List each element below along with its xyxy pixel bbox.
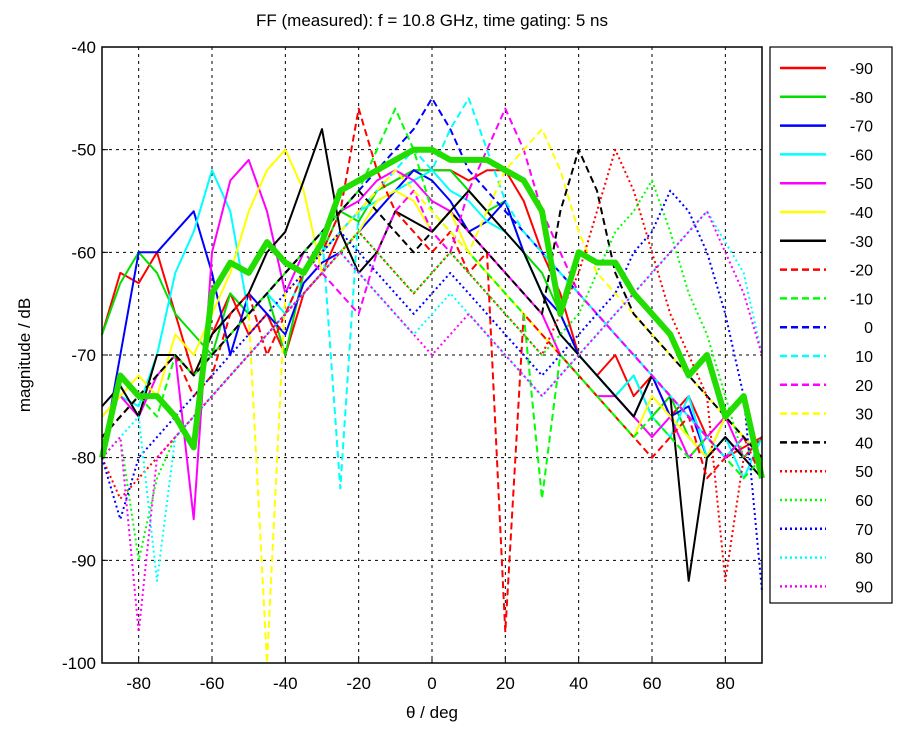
legend-label-5: -40 bbox=[850, 205, 873, 222]
legend-label-18: 90 bbox=[855, 579, 873, 596]
legend-label-13: 40 bbox=[855, 435, 873, 452]
x-axis-label: θ / deg bbox=[406, 703, 458, 722]
y-tick-label-6: -40 bbox=[71, 38, 96, 57]
x-tick-label-5: 20 bbox=[496, 674, 515, 693]
x-tick-labels: -80 -60 -40 -20 0 20 40 60 80 bbox=[126, 657, 735, 693]
legend-label-10: 10 bbox=[855, 349, 873, 366]
series-line-14 bbox=[101, 148, 763, 582]
legend-label-8: -10 bbox=[850, 291, 873, 308]
legend-label-9: 0 bbox=[864, 320, 873, 337]
y-tick-label-5: -50 bbox=[71, 141, 96, 160]
series-line-18 bbox=[101, 210, 763, 634]
series-line-19 bbox=[99, 146, 765, 479]
x-tick-label-0: -80 bbox=[126, 674, 151, 693]
legend-label-3: -60 bbox=[850, 147, 873, 164]
y-axis-label: magnitude / dB bbox=[15, 298, 34, 412]
chart-title: FF (measured): f = 10.8 GHz, time gating… bbox=[256, 11, 608, 30]
legend-label-11: 20 bbox=[855, 378, 873, 395]
legend-label-12: 30 bbox=[855, 407, 873, 424]
legend-label-1: -80 bbox=[850, 90, 873, 107]
y-tick-label-0: -100 bbox=[62, 654, 96, 673]
series-line-13 bbox=[101, 148, 763, 459]
series-line-4 bbox=[101, 158, 763, 521]
legend-label-14: 50 bbox=[855, 464, 873, 481]
legend-label-0: -90 bbox=[850, 61, 873, 78]
legend-label-2: -70 bbox=[850, 119, 873, 136]
y-tick-label-1: -90 bbox=[71, 551, 96, 570]
y-tick-label-4: -60 bbox=[71, 243, 96, 262]
x-tick-label-7: 60 bbox=[643, 674, 662, 693]
y-tick-label-2: -80 bbox=[71, 449, 96, 468]
legend-label-7: -20 bbox=[850, 263, 873, 280]
x-tick-label-8: 80 bbox=[716, 674, 735, 693]
legend-label-4: -50 bbox=[850, 176, 873, 193]
series-lines bbox=[99, 97, 765, 664]
series-line-16 bbox=[101, 189, 763, 592]
x-tick-label-4: 0 bbox=[427, 674, 436, 693]
legend-label-15: 60 bbox=[855, 493, 873, 510]
y-tick-label-3: -70 bbox=[71, 346, 96, 365]
legend-label-6: -30 bbox=[850, 234, 873, 251]
legend-box bbox=[769, 46, 893, 604]
x-tick-label-6: 40 bbox=[569, 674, 588, 693]
legend-label-17: 80 bbox=[855, 551, 873, 568]
legend-label-16: 70 bbox=[855, 522, 873, 539]
x-tick-label-3: -20 bbox=[346, 674, 371, 693]
series-line-7 bbox=[101, 107, 763, 634]
x-tick-label-2: -40 bbox=[273, 674, 298, 693]
y-tick-labels: -100 -90 -80 -70 -60 -50 -40 bbox=[62, 38, 108, 673]
x-tick-label-1: -60 bbox=[200, 674, 225, 693]
legend: -90 -80 -70 -60 -50 -40 -30 -20 -10 0 10 20 30 40 50 60… bbox=[769, 46, 893, 604]
